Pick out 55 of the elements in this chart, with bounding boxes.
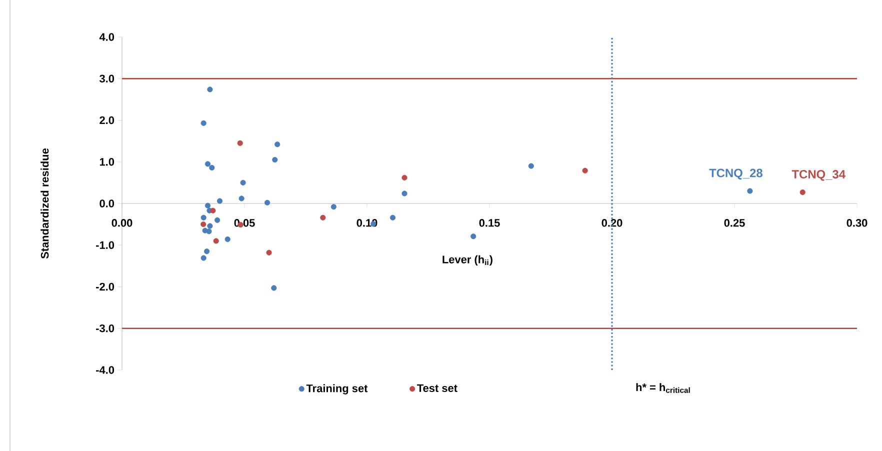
point [204, 248, 210, 254]
y-tick-label: 4.0 [99, 33, 114, 41]
point [204, 202, 211, 208]
y-tick-label: 2.0 [100, 116, 114, 124]
point [747, 188, 753, 194]
point [200, 214, 206, 220]
point [213, 238, 219, 244]
point [272, 156, 278, 163]
ref-line-label: h* = h$_{critical}$ [636, 383, 690, 393]
y-tick-label: -4.0 [96, 366, 114, 374]
x-tick-label: 0.30 [846, 219, 868, 227]
point [402, 174, 408, 180]
annotation: TCNQ_28 [709, 168, 762, 180]
point [238, 196, 244, 202]
point [582, 168, 588, 174]
legend-label: Test set [417, 384, 458, 392]
point [320, 214, 326, 220]
point [264, 200, 270, 206]
y-tick-label: -3.0 [96, 324, 114, 332]
point [402, 190, 408, 196]
point [390, 214, 396, 220]
x-axis-title: Lever (h$_{ii}$) [442, 255, 492, 266]
point [330, 204, 336, 210]
point [206, 228, 212, 234]
y-tick-label: 0.0 [100, 200, 114, 208]
point [209, 164, 215, 170]
legend-label: Training set [306, 384, 368, 394]
point [274, 142, 280, 148]
point [200, 120, 206, 126]
point [528, 163, 534, 169]
point [204, 161, 211, 167]
x-tick-label: 0.25 [724, 219, 745, 227]
point [216, 198, 223, 204]
point [224, 236, 230, 242]
point [237, 140, 243, 146]
x-tick-label: 0.20 [602, 219, 622, 227]
y-tick-label: -2.0 [96, 282, 114, 291]
y-tick-label: 1.0 [100, 158, 114, 166]
point [200, 255, 206, 261]
point [214, 217, 220, 223]
x-tick-label: 0.00 [112, 219, 132, 227]
y-tick-label: 3.0 [100, 74, 114, 83]
point [200, 222, 206, 228]
point [800, 189, 806, 196]
point [470, 234, 476, 240]
annotation: TCNQ_34 [792, 170, 846, 181]
point [271, 285, 277, 291]
x-tick-label: 0.15 [479, 219, 500, 227]
point [240, 180, 246, 186]
y-tick-label: -1.0 [96, 241, 114, 249]
point [266, 250, 272, 256]
y-axis-title: Standardized residue [40, 148, 49, 259]
point [210, 208, 216, 214]
point [207, 223, 213, 229]
point [207, 86, 213, 92]
